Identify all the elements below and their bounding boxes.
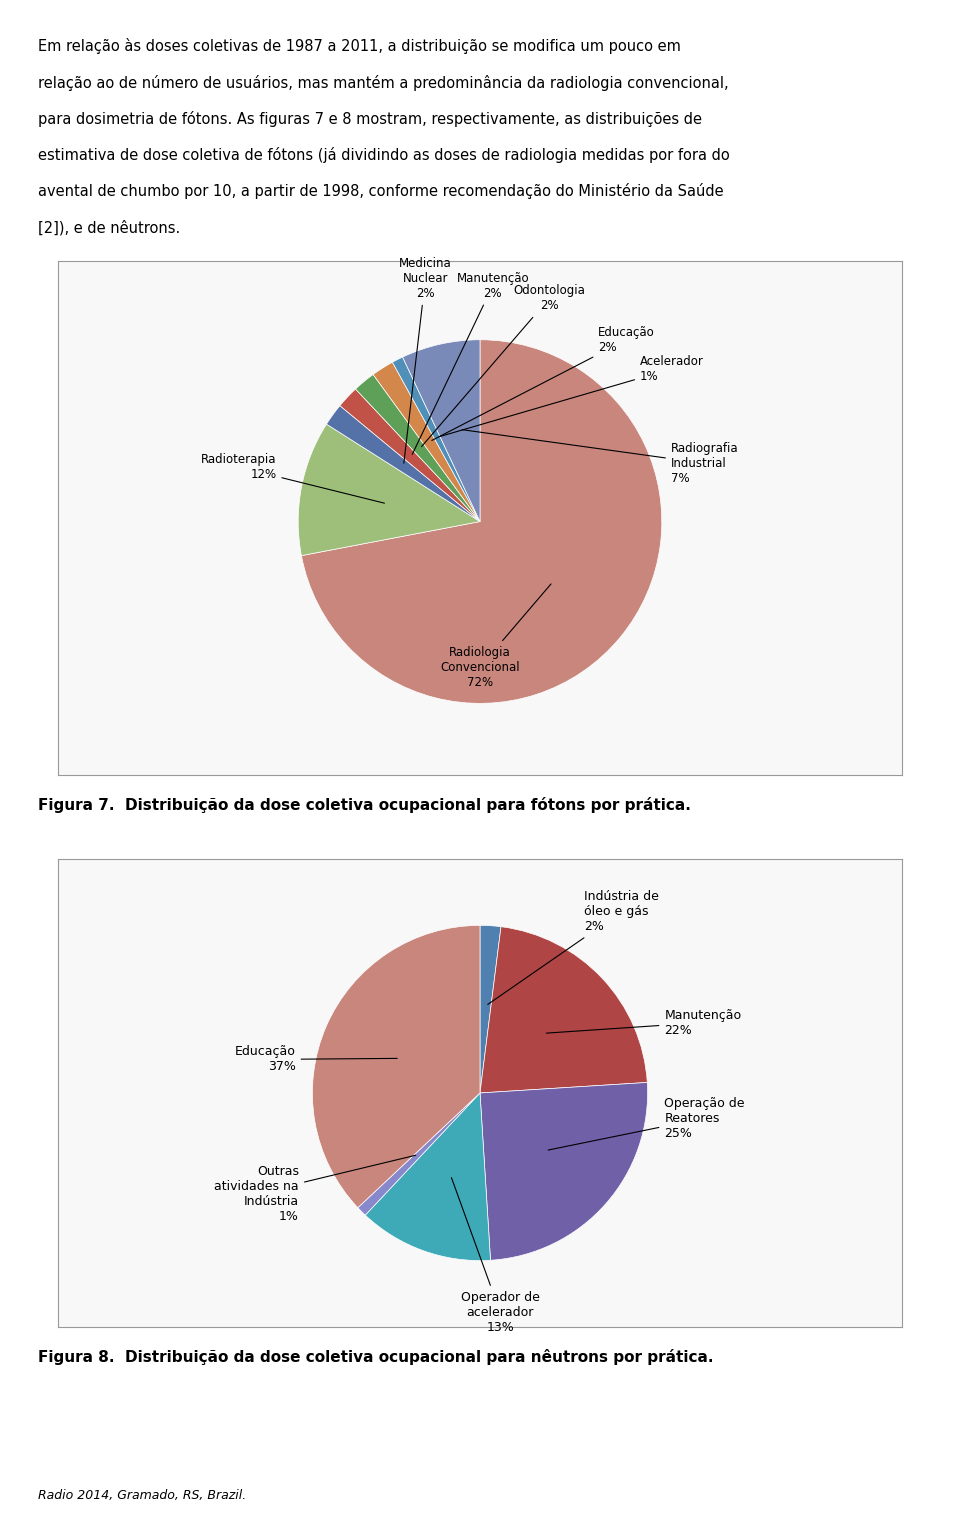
Wedge shape xyxy=(393,357,480,522)
Text: Operador de
acelerador
13%: Operador de acelerador 13% xyxy=(451,1178,540,1333)
Wedge shape xyxy=(373,362,480,522)
Text: relação ao de número de usuários, mas mantém a predominância da radiologia conve: relação ao de número de usuários, mas ma… xyxy=(38,75,729,91)
Wedge shape xyxy=(480,927,647,1092)
Wedge shape xyxy=(312,925,480,1207)
Wedge shape xyxy=(340,390,480,522)
Text: Medicina
Nuclear
2%: Medicina Nuclear 2% xyxy=(399,256,452,463)
Text: Radio 2014, Gramado, RS, Brazil.: Radio 2014, Gramado, RS, Brazil. xyxy=(38,1490,247,1502)
Text: Em relação às doses coletivas de 1987 a 2011, a distribuição se modifica um pouc: Em relação às doses coletivas de 1987 a … xyxy=(38,38,682,54)
Text: Radiologia
Convencional
72%: Radiologia Convencional 72% xyxy=(441,584,551,689)
Wedge shape xyxy=(355,374,480,522)
Text: Operação de
Reatores
25%: Operação de Reatores 25% xyxy=(548,1097,745,1150)
Wedge shape xyxy=(480,1083,648,1261)
Wedge shape xyxy=(326,405,480,522)
Text: para dosimetria de fótons. As figuras 7 e 8 mostram, respectivamente, as distrib: para dosimetria de fótons. As figuras 7 … xyxy=(38,110,703,127)
Text: Odontologia
2%: Odontologia 2% xyxy=(421,284,585,446)
Text: Outras
atividades na
Indústria
1%: Outras atividades na Indústria 1% xyxy=(214,1155,416,1223)
Text: estimativa de dose coletiva de fótons (já dividindo as doses de radiologia medid: estimativa de dose coletiva de fótons (j… xyxy=(38,147,731,163)
Text: Indústria de
óleo e gás
2%: Indústria de óleo e gás 2% xyxy=(488,890,659,1005)
Wedge shape xyxy=(365,1092,491,1261)
Text: Figura 7.  Distribuição da dose coletiva ocupacional para fótons por prática.: Figura 7. Distribuição da dose coletiva … xyxy=(38,796,691,813)
Text: Acelerador
1%: Acelerador 1% xyxy=(440,354,704,437)
Text: Radioterapia
12%: Radioterapia 12% xyxy=(201,453,384,503)
Wedge shape xyxy=(299,423,480,555)
Text: Radiografia
Industrial
7%: Radiografia Industrial 7% xyxy=(462,430,738,485)
Text: Manutenção
22%: Manutenção 22% xyxy=(546,1008,741,1037)
Text: [2]), e de nêutrons.: [2]), e de nêutrons. xyxy=(38,219,180,235)
Wedge shape xyxy=(358,1092,480,1215)
Text: Figura 8.  Distribuição da dose coletiva ocupacional para nêutrons por prática.: Figura 8. Distribuição da dose coletiva … xyxy=(38,1348,714,1365)
Text: Educação
2%: Educação 2% xyxy=(432,325,655,440)
Text: Educação
37%: Educação 37% xyxy=(235,1046,397,1074)
Text: Manutenção
2%: Manutenção 2% xyxy=(412,272,529,454)
Text: avental de chumbo por 10, a partir de 1998, conforme recomendação do Ministério : avental de chumbo por 10, a partir de 19… xyxy=(38,184,724,199)
Wedge shape xyxy=(301,339,661,704)
Wedge shape xyxy=(480,925,501,1092)
Wedge shape xyxy=(402,339,480,522)
